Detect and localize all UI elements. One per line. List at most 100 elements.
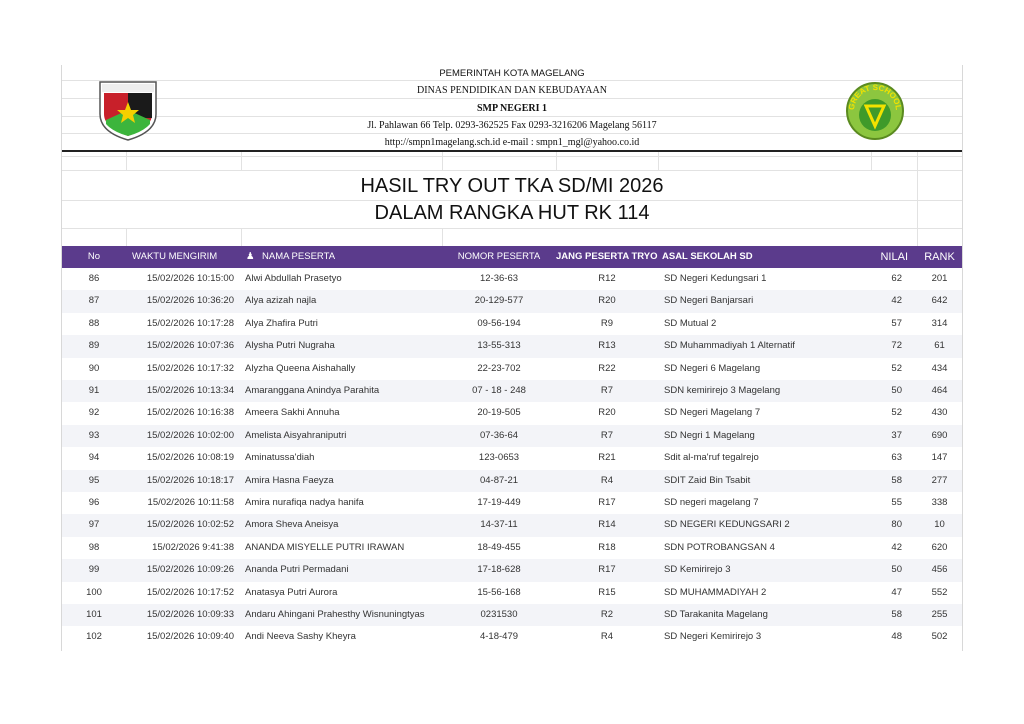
cell-asal: SD Negeri Magelang 7 xyxy=(664,407,761,419)
cell-waktu: 15/02/2026 9:41:38 xyxy=(152,541,234,553)
cell-nomor: 0231530 xyxy=(480,609,518,620)
cell-nomor: 20-19-505 xyxy=(477,407,521,419)
great-school-logo: GREAT SCHOOL xyxy=(846,82,904,140)
cell-nomor: 17-18-628 xyxy=(477,564,521,576)
cell-nama: Aminatussa'diah xyxy=(245,452,315,464)
header-nomor: NOMOR PESERTA xyxy=(457,251,541,262)
cell-jang: R15 xyxy=(598,586,616,598)
cell-jang: R4 xyxy=(600,474,614,486)
cell-nomor: 13-55-313 xyxy=(477,340,521,352)
cell-waktu: 15/02/2026 10:17:28 xyxy=(146,317,234,329)
cell-nilai: 48 xyxy=(891,631,902,643)
header-waktu: WAKTU MENGIRIM xyxy=(132,251,218,262)
cell-rank: 552 xyxy=(931,586,948,598)
cell-nomor: 12-36-63 xyxy=(479,273,519,284)
cell-asal: SD Negeri Kemirirejo 3 xyxy=(664,631,762,643)
cell-no: 102 xyxy=(86,631,102,643)
cell-nilai: 62 xyxy=(891,273,902,284)
cell-no: 86 xyxy=(88,273,100,284)
cell-jang: R12 xyxy=(598,273,616,284)
cell-nama: Ananda Putri Permadani xyxy=(245,564,349,576)
header-nilai: NILAI xyxy=(880,251,908,263)
cell-nilai: 42 xyxy=(891,295,902,307)
letterhead-department: DINAS PENDIDIKAN DAN KEBUDAYAAN xyxy=(417,85,607,96)
cell-nilai: 57 xyxy=(891,317,902,329)
cell-asal: SD Negeri Kedungsari 1 xyxy=(664,273,767,284)
cell-nilai: 58 xyxy=(891,609,902,620)
cell-nilai: 52 xyxy=(891,362,902,374)
cell-rank: 338 xyxy=(931,497,948,508)
cell-no: 89 xyxy=(88,340,100,352)
cell-nilai: 52 xyxy=(891,407,902,419)
cell-rank: 314 xyxy=(931,317,948,329)
cell-nomor: 20-129-577 xyxy=(474,295,524,307)
cell-nama: Amaranggana Anindya Parahita xyxy=(245,385,380,396)
cell-nomor: 22-23-702 xyxy=(477,362,521,374)
cell-no: 97 xyxy=(88,519,100,531)
cell-asal: SD NEGERI KEDUNGSARI 2 xyxy=(664,519,790,531)
cell-rank: 434 xyxy=(931,362,948,374)
table-row: 96 15/02/2026 10:11:58 Amira nurafiqa nady… xyxy=(62,492,962,514)
cell-waktu: 15/02/2026 10:17:52 xyxy=(146,586,234,598)
cell-nomor: 17-19-449 xyxy=(477,497,521,508)
cell-nama: Alya azizah najla xyxy=(245,295,317,307)
cell-nama: Amira Hasna Faeyza xyxy=(245,474,334,486)
cell-no: 88 xyxy=(88,317,100,329)
cell-nomor: 07 - 18 - 248 xyxy=(472,385,526,396)
cell-asal: SD Muhammadiyah 1 Alternatif xyxy=(664,340,795,352)
cell-rank: 147 xyxy=(931,452,948,464)
cell-nomor: 07-36-64 xyxy=(479,429,519,441)
cell-nama: Andi Neeva Sashy Kheyra xyxy=(245,631,356,643)
spreadsheet-page: PEMERINTAH KOTA MAGELANG DINAS PENDIDIKA… xyxy=(61,65,963,651)
cell-waktu: 15/02/2026 10:09:26 xyxy=(146,564,234,576)
cell-nama: Amora Sheva Aneisya xyxy=(245,519,339,531)
cell-no: 98 xyxy=(88,541,100,553)
cell-asal: SD Tarakanita Magelang xyxy=(664,609,768,620)
cell-nomor: 14-37-11 xyxy=(480,519,518,531)
cell-nama: Amelista Aisyahraniputri xyxy=(245,429,347,441)
cell-waktu: 15/02/2026 10:02:52 xyxy=(146,519,234,531)
table-row: 92 15/02/2026 10:16:38 Ameera Sakhi Annuha… xyxy=(62,402,962,424)
cell-no: 90 xyxy=(88,362,100,374)
cell-nama: Alyzha Queena Aishahally xyxy=(245,362,356,374)
cell-nomor: 4-18-479 xyxy=(479,631,519,643)
cell-no: 94 xyxy=(88,452,100,464)
cell-asal: SD MUHAMMADIYAH 2 xyxy=(664,586,767,598)
report-title: HASIL TRY OUT TKA SD/MI 2026 xyxy=(360,175,664,197)
cell-no: 101 xyxy=(86,609,102,620)
table-row: 88 15/02/2026 10:17:28 Alya Zhafira Putri 0… xyxy=(62,313,962,335)
cell-nama: Amira nurafiqa nadya hanifa xyxy=(245,497,364,508)
cell-rank: 642 xyxy=(931,295,948,307)
cell-waktu: 15/02/2026 10:17:32 xyxy=(146,362,234,374)
table-row: 100 15/02/2026 10:17:52 Anatasya Putri Aur… xyxy=(62,582,962,604)
cell-asal: SDN POTROBANGSAN 4 xyxy=(664,541,775,553)
cell-nilai: 50 xyxy=(891,564,902,576)
table-row: 89 15/02/2026 10:07:36 Alysha Putri Nugrah… xyxy=(62,335,962,358)
header-rank: RANK xyxy=(924,251,955,263)
cell-nilai: 37 xyxy=(891,429,902,441)
cell-asal: SDN kemirirejo 3 Magelang xyxy=(664,385,781,396)
cell-rank: 61 xyxy=(934,340,945,352)
cell-waktu: 15/02/2026 10:15:00 xyxy=(146,273,234,284)
cell-jang: R21 xyxy=(598,452,616,464)
cell-nilai: 72 xyxy=(891,340,902,352)
person-icon: ♟ xyxy=(246,251,255,262)
cell-rank: 277 xyxy=(931,474,948,486)
cell-asal: SD Mutual 2 xyxy=(664,317,717,329)
header-jang: JANG PESERTA TRYOU xyxy=(556,251,658,262)
cell-jang: R20 xyxy=(598,407,616,419)
cell-nama: Ameera Sakhi Annuha xyxy=(245,407,340,419)
cell-rank: 255 xyxy=(931,609,948,620)
cell-rank: 464 xyxy=(931,385,948,396)
header-asal: ASAL SEKOLAH SD xyxy=(662,251,753,262)
cell-jang: R17 xyxy=(598,497,616,508)
cell-rank: 620 xyxy=(931,541,948,553)
cell-waktu: 15/02/2026 10:11:58 xyxy=(147,497,234,508)
cell-rank: 456 xyxy=(931,564,948,576)
table-row: 90 15/02/2026 10:17:32 Alyzha Queena Aisha… xyxy=(62,358,962,380)
table-row: 102 15/02/2026 10:09:40 Andi Neeva Sashy K… xyxy=(62,626,962,648)
cell-nilai: 50 xyxy=(891,385,902,396)
cell-nomor: 18-49-455 xyxy=(477,541,521,553)
cell-nilai: 58 xyxy=(891,474,902,486)
cell-nilai: 80 xyxy=(891,519,902,531)
